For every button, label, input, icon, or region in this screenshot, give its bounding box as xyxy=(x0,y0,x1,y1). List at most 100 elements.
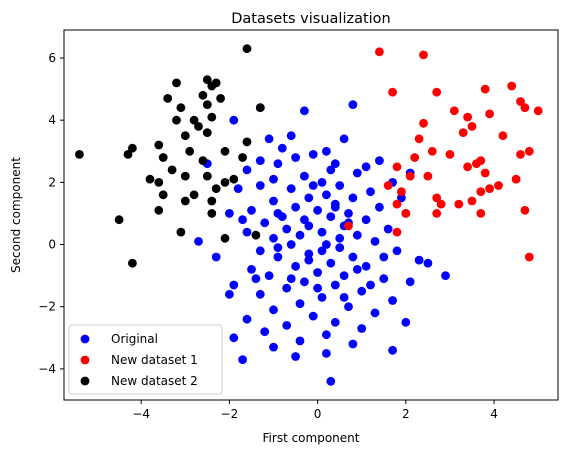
scatter-point-series-3 xyxy=(220,233,230,243)
plot-frame xyxy=(63,29,559,401)
scatter-point-series-2 xyxy=(449,106,459,116)
scatter-point-series-1 xyxy=(348,193,358,203)
scatter-point-series-1 xyxy=(401,317,411,327)
scatter-point-series-1 xyxy=(405,277,415,287)
scatter-point-series-2 xyxy=(507,81,517,91)
scatter-point-series-1 xyxy=(352,230,362,240)
scatter-point-series-1 xyxy=(269,174,278,184)
scatter-point-series-2 xyxy=(375,47,384,57)
scatter-point-series-1 xyxy=(335,233,345,243)
scatter-point-series-1 xyxy=(229,333,239,343)
scatter-point-series-1 xyxy=(383,224,393,234)
scatter-point-series-3 xyxy=(229,174,239,184)
y-axis-label: Second component xyxy=(9,157,23,273)
scatter-point-series-1 xyxy=(273,252,283,262)
scatter-point-series-1 xyxy=(242,314,252,324)
scatter-point-series-3 xyxy=(180,196,190,206)
scatter-point-series-3 xyxy=(123,150,133,159)
scatter-point-series-1 xyxy=(308,150,318,159)
scatter-point-series-2 xyxy=(511,174,521,184)
scatter-point-series-1 xyxy=(357,324,367,333)
y-tick-label: −2 xyxy=(38,300,56,314)
scatter-point-series-1 xyxy=(322,146,331,156)
scatter-point-series-1 xyxy=(352,168,362,178)
scatter-point-series-3 xyxy=(202,100,212,109)
scatter-point-series-1 xyxy=(330,280,340,290)
scatter-point-series-1 xyxy=(322,240,331,249)
scatter-point-series-2 xyxy=(383,181,393,190)
scatter-point-series-1 xyxy=(277,143,287,153)
scatter-point-series-2 xyxy=(467,122,477,131)
scatter-point-series-3 xyxy=(114,215,124,225)
scatter-point-series-3 xyxy=(176,103,186,113)
scatter-point-series-1 xyxy=(269,233,278,243)
scatter-point-series-2 xyxy=(454,199,464,209)
scatter-point-series-3 xyxy=(242,44,252,54)
scatter-point-series-1 xyxy=(326,376,336,386)
scatter-point-series-1 xyxy=(194,237,203,246)
scatter-point-series-1 xyxy=(313,268,322,277)
plot-points xyxy=(75,44,543,386)
scatter-point-series-2 xyxy=(388,87,397,97)
legend-label: Original xyxy=(111,332,158,346)
scatter-point-series-1 xyxy=(295,299,305,308)
scatter-point-series-1 xyxy=(313,283,322,293)
legend-label: New dataset 1 xyxy=(111,353,198,367)
scatter-point-series-2 xyxy=(410,153,420,162)
scatter-point-series-1 xyxy=(317,227,327,237)
scatter-point-series-3 xyxy=(202,128,212,138)
scatter-point-series-3 xyxy=(158,153,168,162)
scatter-point-series-1 xyxy=(379,274,389,284)
x-tick-label: 0 xyxy=(314,407,322,421)
scatter-point-series-1 xyxy=(304,255,314,265)
scatter-point-series-3 xyxy=(75,150,84,159)
scatter-point-series-1 xyxy=(286,131,296,141)
scatter-point-series-3 xyxy=(211,78,221,88)
y-tick-label: 0 xyxy=(48,238,56,252)
scatter-point-series-2 xyxy=(423,171,433,181)
scatter-point-series-1 xyxy=(300,106,309,116)
scatter-point-series-1 xyxy=(335,181,345,190)
scatter-point-series-2 xyxy=(427,146,437,156)
scatter-point-series-2 xyxy=(524,252,534,262)
scatter-point-series-1 xyxy=(291,153,300,162)
scatter-point-series-1 xyxy=(269,305,278,315)
scatter-point-series-3 xyxy=(154,178,164,187)
legend-marker xyxy=(80,355,90,365)
scatter-point-series-1 xyxy=(229,115,239,125)
scatter-point-series-3 xyxy=(189,190,199,200)
x-tick-label: 2 xyxy=(402,407,410,421)
scatter-point-series-1 xyxy=(375,202,384,212)
scatter-point-series-2 xyxy=(414,134,424,144)
scatter-point-series-1 xyxy=(242,165,252,175)
scatter-point-series-1 xyxy=(361,162,371,172)
scatter-point-series-2 xyxy=(445,150,455,159)
scatter-point-series-1 xyxy=(344,302,353,312)
scatter-point-series-3 xyxy=(220,178,230,187)
scatter-point-series-2 xyxy=(520,205,530,215)
scatter-point-series-1 xyxy=(260,327,270,336)
scatter-point-series-3 xyxy=(127,258,137,268)
scatter-point-series-3 xyxy=(198,156,208,166)
y-tick-label: 6 xyxy=(48,51,56,65)
scatter-point-series-1 xyxy=(330,202,340,212)
scatter-point-series-1 xyxy=(375,156,384,166)
scatter-point-series-1 xyxy=(366,280,375,290)
chart-title: Datasets visualization xyxy=(231,11,391,27)
scatter-point-series-1 xyxy=(238,355,248,364)
scatter-point-series-1 xyxy=(317,178,327,187)
scatter-point-series-3 xyxy=(202,75,212,85)
scatter-point-series-2 xyxy=(463,162,472,172)
scatter-point-series-1 xyxy=(273,243,283,253)
scatter-point-series-2 xyxy=(476,209,486,218)
scatter-point-series-1 xyxy=(348,339,358,349)
scatter-point-series-3 xyxy=(255,103,265,113)
scatter-point-series-1 xyxy=(238,215,248,225)
scatter-point-series-1 xyxy=(348,252,358,262)
scatter-point-series-1 xyxy=(366,187,375,197)
scatter-point-series-2 xyxy=(419,50,428,60)
scatter-point-series-2 xyxy=(401,209,411,218)
scatter-point-series-1 xyxy=(255,156,265,166)
legend-marker xyxy=(80,376,90,386)
scatter-point-series-1 xyxy=(370,308,380,318)
